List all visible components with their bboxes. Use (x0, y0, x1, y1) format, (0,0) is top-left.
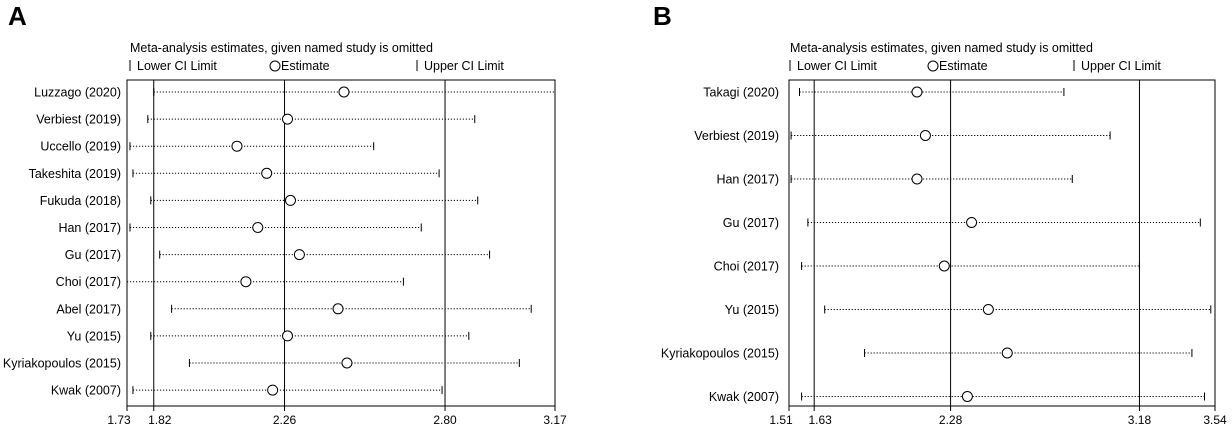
study-label: Takagi (2020) (703, 86, 779, 100)
legend-lower-ci-label: Lower CI Limit (797, 59, 877, 73)
study-estimate-point (332, 303, 344, 315)
study-label: Kyriakopoulos (2015) (661, 347, 779, 361)
x-tick-label: 3.18 (1128, 413, 1152, 427)
study-estimate-point (911, 86, 923, 98)
study-estimate-point (919, 130, 931, 141)
study-estimate-point (252, 222, 264, 233)
study-label: Han (2017) (58, 221, 121, 235)
study-estimate-point (338, 86, 350, 98)
chart-title: Meta-analysis estimates, given named stu… (130, 41, 433, 55)
forest-panel-b: B Meta-analysis estimates, given named st… (653, 1, 1227, 427)
study-label: Fukuda (2018) (40, 194, 121, 208)
x-tick-label: 1.73 (107, 413, 131, 427)
forest-panel-a: A Meta-analysis estimates, given named st… (3, 1, 567, 427)
study-label: Choi (2017) (714, 260, 779, 274)
study-label: Yu (2015) (67, 329, 121, 343)
study-label: Kwak (2007) (709, 390, 779, 404)
chart-title: Meta-analysis estimates, given named stu… (790, 41, 1093, 55)
study-label: Yu (2015) (725, 303, 779, 317)
x-tick-label: 3.17 (543, 413, 567, 427)
x-tick-label: 2.28 (939, 413, 963, 427)
study-estimate-point (284, 194, 296, 206)
x-tick-label: 1.51 (769, 413, 793, 427)
study-estimate-point (240, 276, 252, 288)
study-estimate-point (282, 113, 293, 125)
legend-estimate-marker (927, 60, 939, 72)
x-tick-label: 1.82 (148, 413, 172, 427)
x-tick-label: 2.26 (273, 413, 297, 427)
study-estimate-point (911, 173, 923, 185)
study-label: Luzzago (2020) (34, 86, 121, 100)
study-label: Choi (2017) (56, 275, 121, 289)
study-label: Gu (2017) (723, 216, 779, 230)
legend-estimate-marker (269, 60, 281, 72)
study-estimate-point (938, 260, 950, 272)
study-estimate-point (267, 384, 279, 396)
x-tick-label: 3.54 (1203, 413, 1227, 427)
study-label: Abel (2017) (56, 302, 121, 316)
study-label: Takeshita (2019) (29, 167, 121, 181)
legend-estimate-label: Estimate (281, 59, 330, 73)
panel-label: A (8, 1, 27, 31)
study-estimate-point (1001, 347, 1013, 359)
study-label: Han (2017) (716, 173, 779, 187)
study-estimate-point (231, 140, 243, 152)
study-estimate-point (961, 391, 973, 402)
study-label: Gu (2017) (65, 248, 121, 262)
x-tick-label: 2.80 (433, 413, 457, 427)
study-estimate-point (982, 304, 994, 315)
plot-frame (126, 79, 556, 407)
study-estimate-point (341, 357, 353, 369)
study-estimate-point (261, 167, 273, 179)
study-estimate-point (282, 330, 293, 342)
panel-label: B (653, 1, 672, 31)
study-label: Verbiest (2019) (36, 113, 121, 127)
study-label: Uccello (2019) (40, 140, 121, 154)
study-estimate-point (293, 249, 305, 261)
study-label: Kyriakopoulos (2015) (3, 357, 121, 371)
legend-lower-ci-label: Lower CI Limit (137, 59, 217, 73)
legend-estimate-label: Estimate (939, 59, 988, 73)
study-label: Verbiest (2019) (694, 129, 779, 143)
x-tick-label: 1.63 (809, 413, 833, 427)
plot-frame (788, 79, 1216, 407)
legend-upper-ci-label: Upper CI Limit (424, 59, 504, 73)
study-label: Kwak (2007) (51, 384, 121, 398)
legend-upper-ci-label: Upper CI Limit (1081, 59, 1161, 73)
study-estimate-point (966, 217, 978, 228)
